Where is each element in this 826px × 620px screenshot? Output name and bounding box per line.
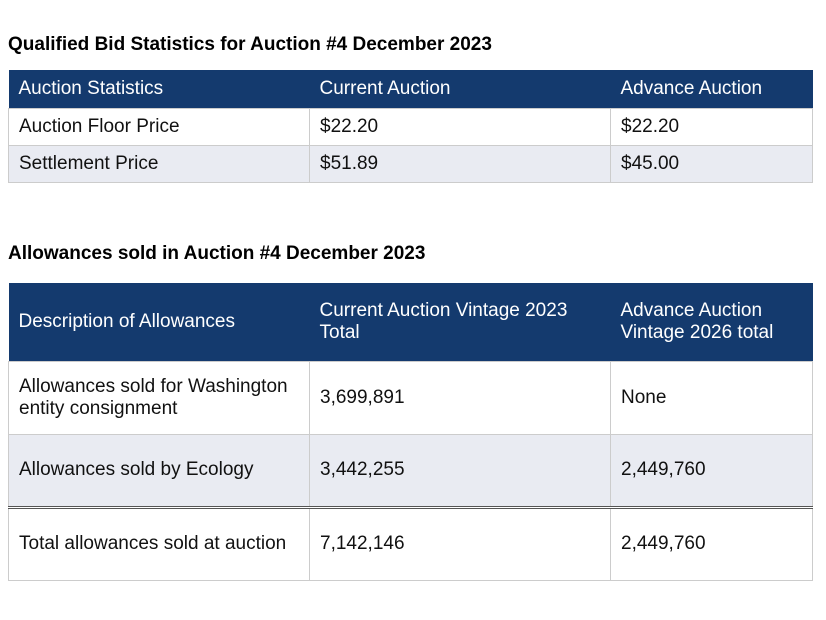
header-cell: Current Auction: [309, 70, 611, 108]
table-cell: Auction Floor Price: [8, 107, 310, 146]
table-cell: None: [610, 360, 813, 435]
table-cell: 3,442,255: [309, 433, 611, 508]
table-cell: $51.89: [309, 144, 611, 183]
table-row: Allowances sold by Ecology 3,442,255 2,449…: [8, 433, 813, 508]
table-head: Description of Allowances Current Auction…: [8, 283, 813, 361]
header-row: Description of Allowances Current Auction…: [8, 283, 813, 361]
table-cell: 7,142,146: [309, 505, 611, 581]
table-body: Allowances sold for Washington entity co…: [8, 360, 813, 581]
header-cell: Description of Allowances: [8, 283, 310, 361]
table-body: Auction Floor Price $22.20 $22.20 Settlemen…: [8, 107, 813, 183]
table-cell: Settlement Price: [8, 144, 310, 183]
header-cell: Advance Auction: [610, 70, 813, 108]
header-cell: Auction Statistics: [8, 70, 310, 108]
table-row: Settlement Price $51.89 $45.00: [8, 144, 813, 183]
table-cell: Total allowances sold at auction: [8, 505, 310, 581]
header-cell: Current Auction Vintage 2023 Total: [309, 283, 611, 361]
table-title: Allowances sold in Auction #4 December 2…: [8, 243, 426, 264]
table-cell: $45.00: [610, 144, 813, 183]
table-cell: Allowances sold for Washington entity co…: [8, 360, 310, 435]
header-cell: Advance Auction Vintage 2026 total: [610, 283, 813, 361]
table-title: Qualified Bid Statistics for Auction #4 …: [8, 34, 492, 55]
table-row: Total allowances sold at auction 7,142,14…: [8, 505, 813, 581]
table-row: Auction Floor Price $22.20 $22.20: [8, 107, 813, 146]
table: Description of Allowances Current Auction…: [8, 283, 813, 581]
table-cell: $22.20: [309, 107, 611, 146]
table-cell: 2,449,760: [610, 505, 813, 581]
table-head: Auction Statistics Current Auction Advance…: [8, 70, 813, 108]
table: Auction Statistics Current Auction Advance…: [8, 70, 813, 183]
header-row: Auction Statistics Current Auction Advance…: [8, 70, 813, 108]
table-cell: $22.20: [610, 107, 813, 146]
table-cell: 3,699,891: [309, 360, 611, 435]
table-row: Allowances sold for Washington entity co…: [8, 360, 813, 435]
table-cell: 2,449,760: [610, 433, 813, 508]
table-cell: Allowances sold by Ecology: [8, 433, 310, 508]
